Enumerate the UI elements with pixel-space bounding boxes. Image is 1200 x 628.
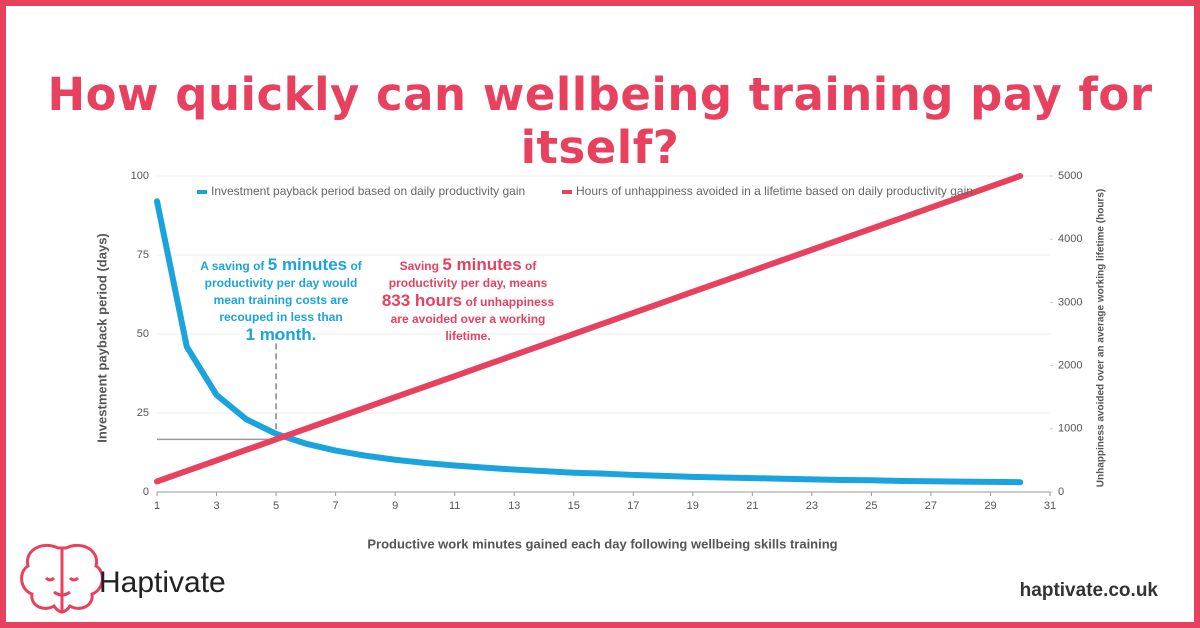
y-tick-label: 100 — [131, 170, 149, 182]
annotation-text: 5 minutes — [442, 255, 522, 274]
x-tick-label: 23 — [806, 500, 818, 512]
series-line — [154, 198, 1024, 486]
series-line — [154, 173, 1024, 485]
brand: Haptivate — [99, 566, 226, 599]
x-tick-label: 31 — [1044, 500, 1056, 512]
y2-tick-label: 5000 — [1058, 170, 1082, 182]
x-tick-label: 9 — [392, 500, 398, 512]
annotation-text: of productivity per day, means — [388, 259, 548, 290]
annotation-text: Saving — [399, 259, 439, 273]
legend-label: Hours of unhappiness avoided in a lifeti… — [576, 184, 973, 198]
x-tick-label: 13 — [508, 500, 520, 512]
y2-tick-label: 0 — [1058, 486, 1064, 498]
annotation-text: 833 hours — [381, 291, 463, 310]
x-tick-label: 21 — [746, 500, 758, 512]
x-tick-label: 3 — [213, 500, 219, 512]
x-tick-label: 7 — [333, 500, 339, 512]
annotation: Saving 5 minutes of productivity per day… — [378, 256, 558, 345]
logo — [20, 543, 104, 614]
annotation-text: of unhappiness are avoided over a workin… — [390, 295, 555, 343]
x-tick-label: 25 — [865, 500, 877, 512]
legend-label: Investment payback period based on daily… — [211, 184, 525, 198]
page-title: How quickly can wellbeing training pay f… — [47, 68, 1153, 174]
y-tick-label: 50 — [137, 328, 149, 340]
website: haptivate.co.uk — [1019, 580, 1158, 601]
y-tick-label: 0 — [143, 486, 149, 498]
y2-axis-title: Unhappiness avoided over an average work… — [1096, 189, 1107, 487]
x-tick-label: 5 — [273, 500, 279, 512]
x-tick-label: 27 — [925, 500, 937, 512]
x-tick-label: 17 — [627, 500, 639, 512]
annotation-text: 5 minutes — [267, 255, 348, 274]
y2-tick-label: 2000 — [1058, 360, 1082, 372]
annotation-text: of productivity per day would mean train… — [204, 259, 362, 324]
y2-tick-label: 1000 — [1058, 423, 1082, 435]
y2-tick-label: 4000 — [1058, 233, 1082, 245]
y-tick-label: 75 — [137, 249, 149, 261]
x-tick-label: 11 — [449, 500, 460, 512]
x-tick-label: 1 — [154, 500, 160, 512]
x-axis-title: Productive work minutes gained each day … — [367, 536, 837, 551]
annotation-text: A saving of — [200, 259, 265, 273]
y-axis-title: Investment payback period (days) — [94, 233, 109, 443]
x-tick-label: 29 — [984, 500, 996, 512]
x-tick-label: 19 — [687, 500, 699, 512]
x-tick-label: 15 — [568, 500, 580, 512]
y-tick-label: 25 — [137, 407, 149, 419]
y2-tick-label: 3000 — [1058, 296, 1082, 308]
annotation-text: 1 month. — [245, 325, 317, 344]
annotation: A saving of 5 minutes of productivity pe… — [191, 256, 371, 343]
